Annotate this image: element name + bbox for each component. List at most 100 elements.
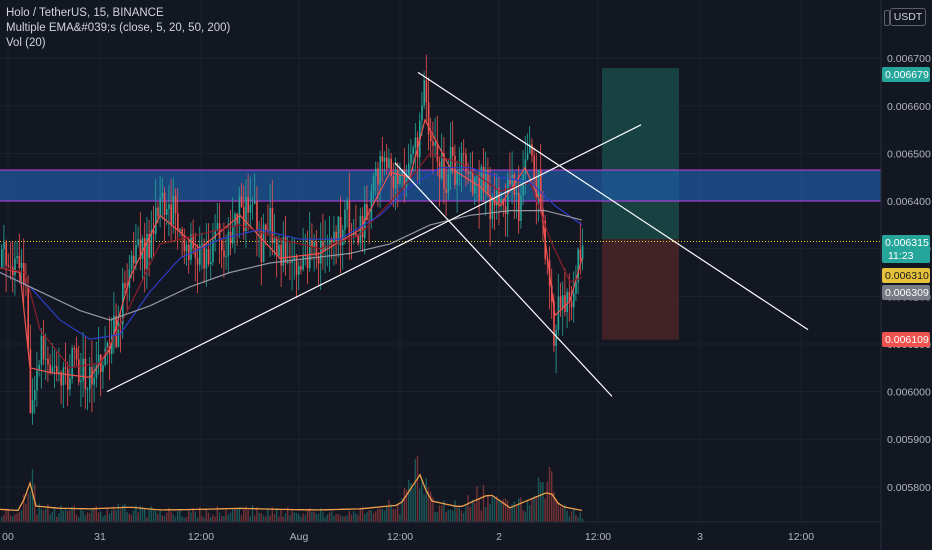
candle-body (174, 195, 177, 214)
currency-button[interactable]: USDT (890, 8, 926, 26)
volume-bar (524, 511, 526, 522)
resistance-zone[interactable] (0, 170, 881, 202)
candle-body (102, 365, 104, 373)
volume-bar (221, 516, 223, 522)
volume-bar (575, 515, 577, 522)
candle-body (82, 358, 84, 381)
volume-bar (317, 513, 320, 522)
volume-bar (258, 512, 260, 522)
candle-body (80, 380, 82, 383)
candle-body (524, 159, 527, 175)
volume-bar (89, 513, 91, 522)
candle-body (295, 256, 298, 275)
candle-body (300, 266, 302, 270)
candle-body (366, 204, 368, 221)
candle-body (113, 315, 115, 336)
candle-body (104, 348, 106, 366)
candle-body (262, 224, 265, 263)
target-zone[interactable] (602, 68, 679, 240)
volume-bar (423, 494, 425, 522)
volume-bar (300, 516, 302, 522)
candle-body (49, 364, 51, 373)
price-label-countdown: 11:23 (888, 250, 914, 262)
candle-body (421, 105, 423, 121)
candle-body (64, 367, 67, 369)
volume-bar (115, 510, 117, 522)
volume-bar (148, 510, 150, 522)
volume-bar (119, 509, 122, 522)
volume-bar (430, 491, 432, 522)
volume-bar (493, 497, 496, 522)
candle-body (386, 157, 388, 169)
trend-line[interactable] (394, 162, 613, 397)
price-label-value: 0.006309 (885, 287, 929, 299)
candle-body (214, 230, 216, 240)
candle-body (278, 245, 280, 256)
volume-bar (353, 511, 355, 522)
candle-body (306, 254, 309, 269)
volume-bar (467, 495, 469, 522)
ema-line-4 (0, 210, 583, 321)
candle-body (540, 169, 542, 209)
candle-body (53, 365, 56, 368)
candle-body (390, 158, 392, 177)
volume-bar (203, 517, 205, 522)
volume-bar (377, 508, 379, 522)
volume-bar (95, 506, 97, 522)
price-label-box (882, 285, 930, 300)
symbol-title[interactable]: Holo / TetherUS, 15, BINANCE (6, 7, 164, 19)
volume-bar (174, 516, 177, 522)
volume-bar (551, 471, 553, 522)
scale-toggle-icon[interactable] (884, 10, 890, 26)
volume-bar (166, 512, 168, 522)
candle-body (100, 354, 102, 373)
candle-body (130, 255, 133, 270)
candle-body (194, 248, 197, 259)
volume-bar (447, 510, 449, 522)
candle-body (315, 241, 318, 257)
candle-body (531, 144, 533, 156)
trend-line[interactable] (106, 124, 642, 393)
candle-body (62, 367, 65, 386)
volume-bar (172, 514, 174, 522)
candle-body (60, 372, 62, 386)
candle-body (73, 348, 76, 350)
time-tick-label: 12:00 (788, 531, 814, 543)
stop-zone[interactable] (602, 239, 679, 340)
candle-body (170, 204, 172, 225)
candle-body (425, 80, 428, 103)
volume-bar (379, 508, 381, 522)
volume-bar (342, 516, 344, 522)
time-tick-label: 2 (496, 531, 502, 543)
volume-bar (443, 500, 445, 522)
volume-indicator-label[interactable]: Vol (20) (6, 37, 46, 49)
candle-body (372, 175, 375, 192)
volume-bar (86, 512, 89, 522)
candle-body (273, 237, 276, 243)
volume-bar (212, 514, 214, 522)
candle-body (559, 296, 562, 308)
candle-body (291, 259, 293, 263)
trend-line[interactable] (417, 71, 809, 331)
candle-body (370, 191, 373, 222)
volume-bar (9, 515, 12, 522)
price-tick-label: 0.005900 (887, 434, 931, 446)
candle-body (216, 223, 219, 231)
candle-body (518, 192, 520, 221)
ema-line-2 (0, 152, 583, 369)
volume-bar (533, 495, 535, 522)
candle-body (1, 249, 3, 268)
volume-bar (408, 479, 410, 522)
volume-bar (388, 499, 390, 522)
volume-bar (282, 516, 284, 522)
volume-bar (518, 498, 520, 522)
price-label-value: 0.006109 (885, 334, 929, 346)
candle-body (478, 175, 480, 201)
candle-body (210, 262, 212, 265)
volume-bar (485, 506, 487, 522)
candle-body (410, 154, 412, 164)
candle-body (423, 80, 425, 106)
candle-body (293, 256, 296, 260)
ema-indicator-label[interactable]: Multiple EMA&#039;s (close, 5, 20, 50, 2… (6, 22, 231, 34)
